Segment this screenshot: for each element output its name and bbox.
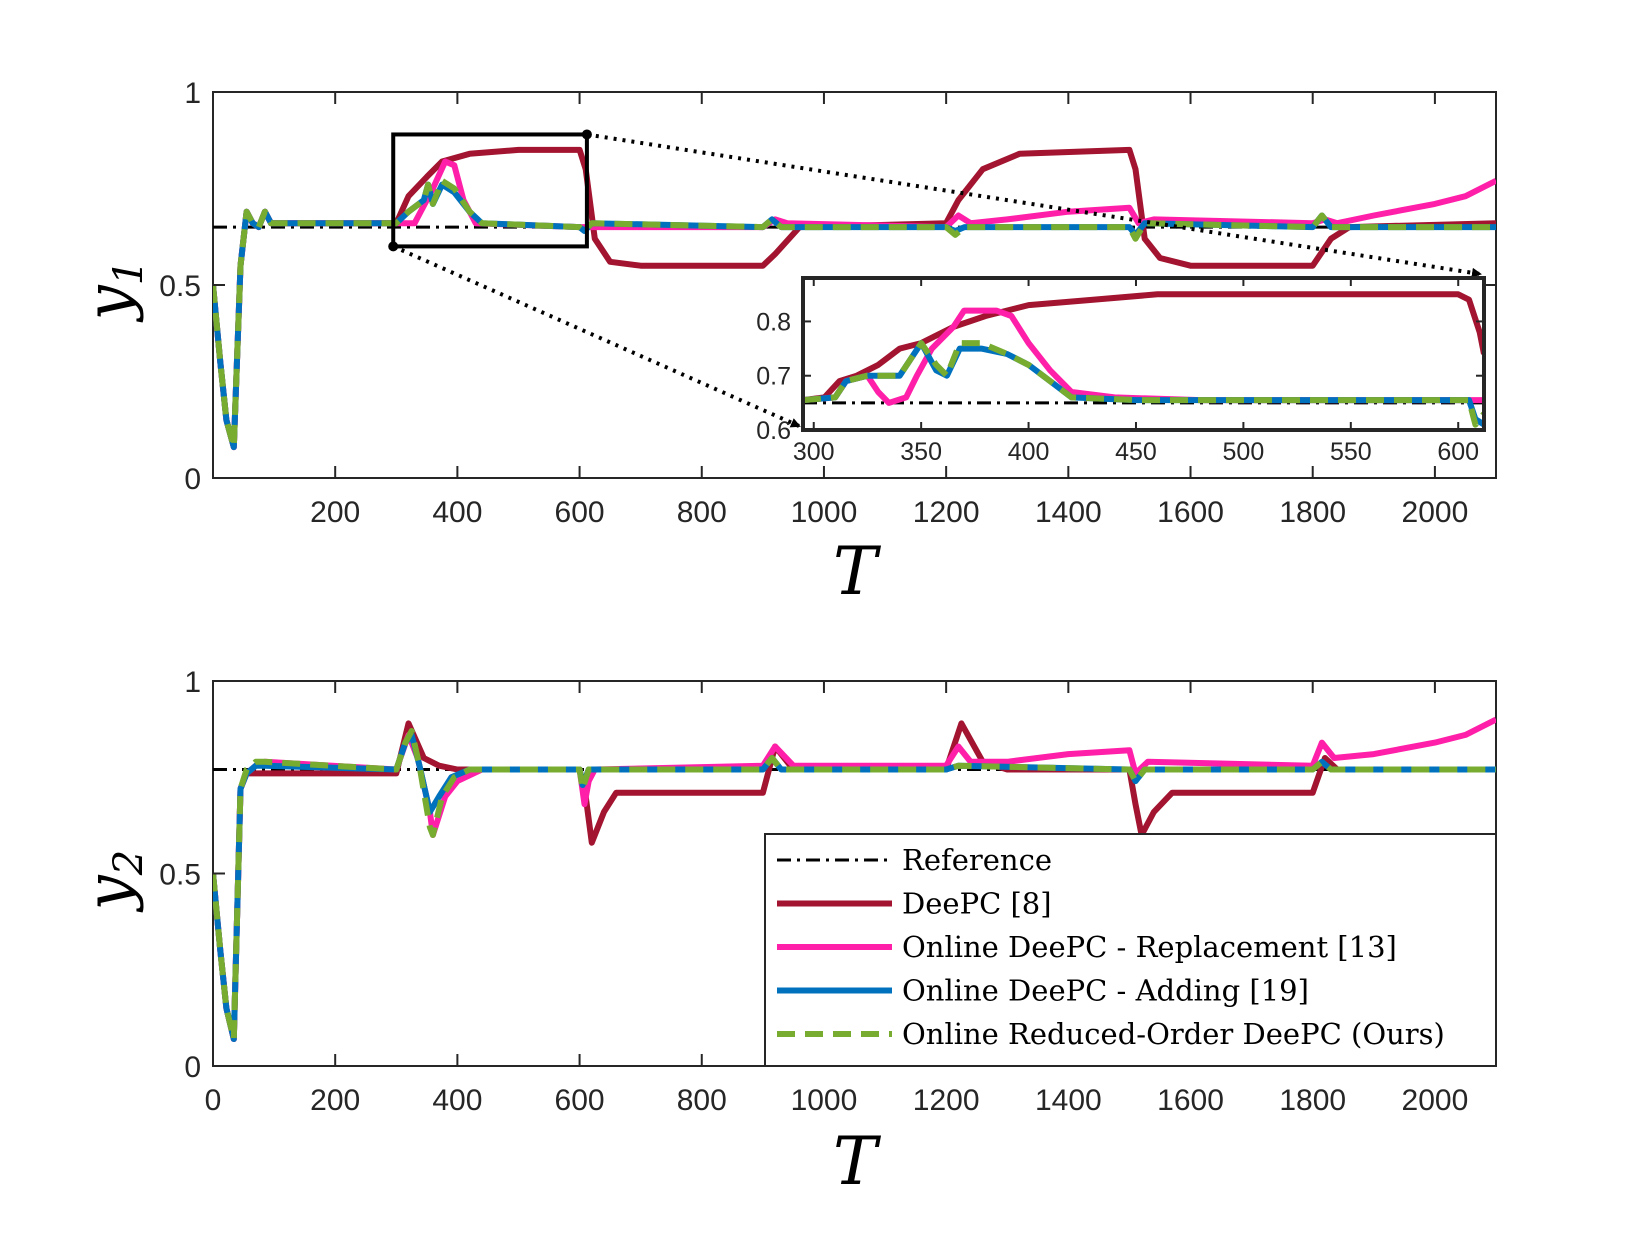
top-ylabel: y1	[72, 260, 152, 323]
legend-label-replacement: Online DeePC - Replacement [13]	[902, 930, 1397, 964]
top-xtick-label: 600	[555, 496, 605, 529]
bottom-ytick-label: 1	[184, 666, 201, 699]
top-xtick-label: 2000	[1402, 496, 1469, 529]
bottom-xtick-label: 600	[555, 1084, 605, 1117]
bottom-ytick-label: 0.5	[159, 859, 201, 892]
top-xtick-label: 1200	[913, 496, 980, 529]
bottom-xtick-label: 400	[432, 1084, 482, 1117]
inset-xtick-label: 450	[1115, 438, 1157, 466]
legend-label-ours: Online Reduced-Order DeePC (Ours)	[902, 1017, 1445, 1051]
top-xtick-label: 1400	[1035, 496, 1102, 529]
top-xlabel: T	[833, 533, 882, 610]
bottom-xtick-label: 0	[205, 1084, 222, 1117]
legend: Reference DeePC [8] Online DeePC - Repla…	[764, 833, 1497, 1067]
bottom-ylabel-main: y	[72, 874, 145, 913]
inset-xtick-label: 400	[1008, 438, 1050, 466]
top-xtick-label: 400	[432, 496, 482, 529]
inset-xtick-label: 600	[1437, 438, 1479, 466]
bottom-xtick-label: 800	[677, 1084, 727, 1117]
inset-plot-frame	[801, 276, 1486, 432]
top-xtick-label: 200	[310, 496, 360, 529]
zoom-arrow-top	[586, 132, 1482, 278]
bottom-ylabel-sub: 2	[106, 850, 152, 876]
inset-xtick-label: 350	[900, 438, 942, 466]
legend-label-adding: Online DeePC - Adding [19]	[902, 974, 1309, 1008]
bottom-xtick-label: 2000	[1402, 1084, 1469, 1117]
zoom-box	[391, 132, 589, 249]
inset-ytick-label: 0.7	[756, 363, 791, 391]
bottom-xtick-label: 1000	[791, 1084, 858, 1117]
top-xtick-label: 1800	[1279, 496, 1346, 529]
legend-label-reference: Reference	[902, 843, 1052, 877]
inset-series-ours	[803, 340, 1484, 428]
top-xtick-label: 1000	[791, 496, 858, 529]
bottom-xtick-label: 200	[310, 1084, 360, 1117]
inset-frame-border	[801, 276, 1486, 432]
bottom-ylabel: y2	[72, 850, 152, 913]
zoom-arrow-bottom	[392, 244, 801, 428]
bottom-xtick-label: 1800	[1279, 1084, 1346, 1117]
top-ytick-label: 1	[184, 77, 201, 110]
bottom-ytick-label: 0	[184, 1051, 201, 1084]
inset-ytick-label: 0.8	[756, 308, 791, 336]
top-ylabel-sub: 1	[106, 260, 152, 285]
top-ytick-label: 0	[184, 463, 201, 496]
inset-ytick-label: 0.6	[756, 417, 791, 445]
bottom-xtick-label: 1400	[1035, 1084, 1102, 1117]
bottom-xtick-label: 1600	[1157, 1084, 1224, 1117]
inset-xtick-label: 300	[793, 438, 835, 466]
inset-xtick-label: 550	[1330, 438, 1372, 466]
legend-label-deepc: DeePC [8]	[902, 887, 1052, 921]
bottom-xtick-label: 1200	[913, 1084, 980, 1117]
top-ytick-label: 0.5	[159, 270, 201, 303]
top-xtick-label: 800	[677, 496, 727, 529]
top-xtick-label: 1600	[1157, 496, 1224, 529]
zoom-arrows	[388, 129, 1482, 428]
top-series-ours	[213, 177, 1496, 451]
inset-xtick-label: 500	[1223, 438, 1265, 466]
top-ylabel-main: y	[72, 284, 145, 323]
bottom-xlabel: T	[833, 1123, 882, 1200]
inset-panel: 300 350 400 450 500 550 600 0.6 0.7 0.8	[756, 276, 1486, 466]
